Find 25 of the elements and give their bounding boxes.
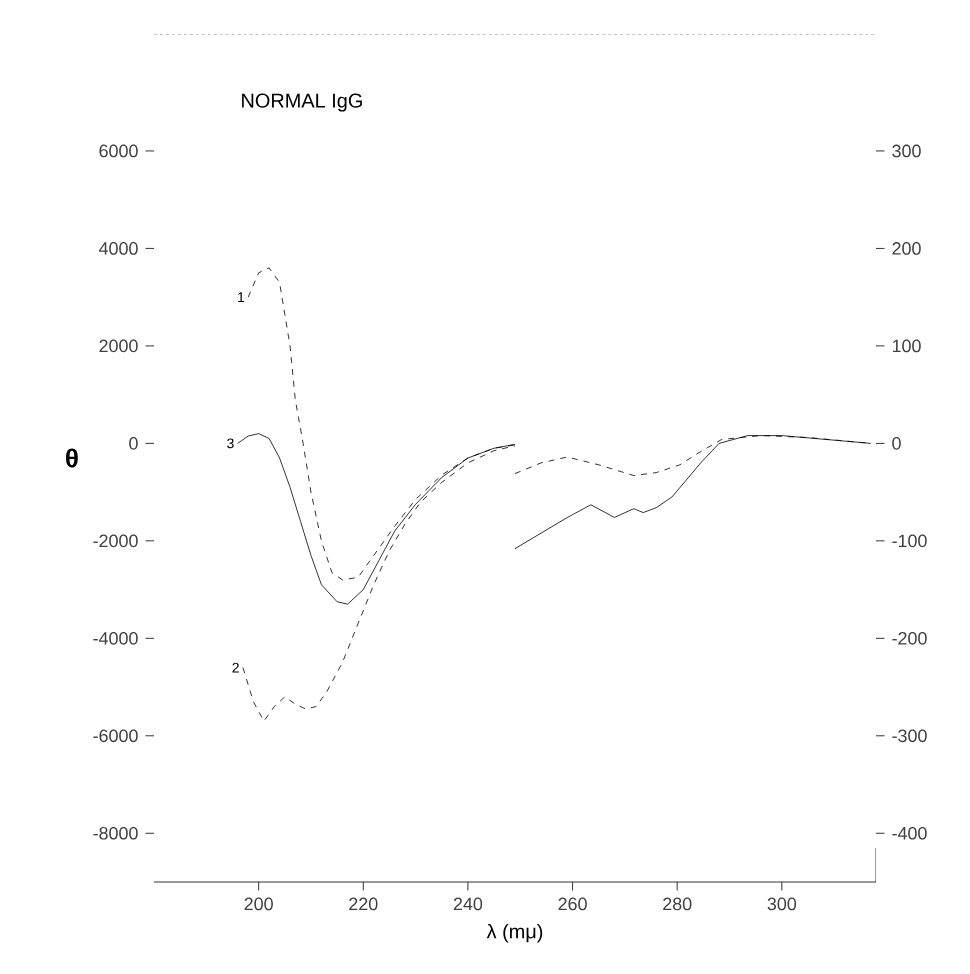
x-tick-label: 220 — [349, 897, 378, 911]
y-tick-label: -6000 — [93, 729, 138, 743]
y-axis-title: θ — [66, 448, 78, 468]
y2-tick-label: 200 — [892, 242, 921, 255]
y2-tick-label: -100 — [892, 534, 927, 548]
y-tick-label: -8000 — [93, 826, 138, 840]
y-tick-label: -4000 — [93, 631, 138, 645]
x-tick-label: 280 — [663, 897, 692, 911]
y-tick-label: 6000 — [99, 144, 138, 158]
x-tick-label: 260 — [558, 897, 587, 911]
x-tick-label: 200 — [244, 897, 273, 911]
x-tick-label: 240 — [453, 897, 483, 911]
y2-tick-label: 300 — [892, 144, 921, 158]
x-axis-title: λ (mμ) — [486, 923, 543, 943]
y2-tick-label: -400 — [892, 826, 927, 840]
y2-tick-label: -300 — [892, 729, 927, 743]
y-tick-label: 4000 — [98, 242, 138, 255]
x-tick-label: 300 — [767, 897, 797, 911]
y-tick-label: 2000 — [99, 339, 138, 353]
text: NORMAL IgG — [242, 93, 362, 112]
y2-tick-label: 0 — [892, 437, 901, 450]
y-tick-label: 0 — [129, 437, 138, 450]
y-tick-label: -2000 — [93, 534, 138, 548]
y2-tick-label: -200 — [892, 631, 927, 645]
y2-tick-label: 100 — [892, 339, 921, 353]
